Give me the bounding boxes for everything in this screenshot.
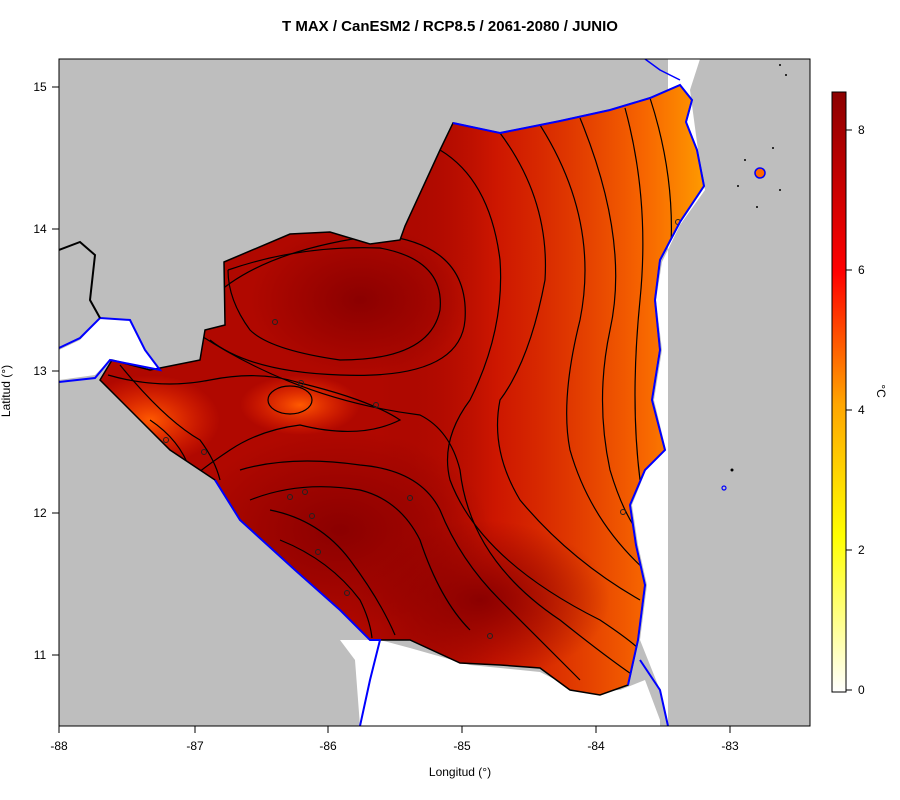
honduras-el-salvador-border [59, 240, 101, 319]
x-tick-label: -88 [50, 739, 68, 753]
x-tick-label: -85 [453, 739, 471, 753]
colorbar-ticks [846, 129, 852, 691]
y-tick-label: 14 [33, 222, 47, 236]
fonseca-coastline [59, 316, 163, 383]
y-tick-labels: 11 12 13 14 15 [33, 80, 47, 662]
corn-islands [721, 64, 787, 491]
x-tick-label: -86 [319, 739, 337, 753]
y-axis-label: Latitud (°) [0, 364, 13, 418]
map-title: T MAX / CanESM2 / RCP8.5 / 2061-2080 / J… [282, 18, 618, 35]
colorbar-tick-label: 0 [858, 683, 865, 697]
x-tick-labels: -88 -87 -86 -85 -84 -83 [50, 739, 739, 753]
colorbar-tick-label: 6 [858, 263, 865, 277]
honduras-coast [644, 59, 681, 81]
pacific-ocean-south [340, 640, 660, 726]
colorbar [831, 91, 847, 693]
caribbean-sea [632, 59, 705, 726]
y-tick-label: 13 [33, 364, 47, 378]
x-tick-label: -87 [186, 739, 204, 753]
y-tick-label: 15 [33, 80, 47, 94]
costa-rica-coastline [639, 659, 669, 726]
caribbean-coastline [452, 83, 706, 686]
x-tick-label: -84 [587, 739, 605, 753]
plot-frame [58, 58, 811, 727]
x-tick-label: -83 [721, 739, 739, 753]
colorbar-tick-label: 8 [858, 123, 865, 137]
y-axis [52, 86, 59, 656]
colorbar-tick-label: 4 [858, 403, 865, 417]
station-markers [163, 219, 681, 639]
colorbar-label: °C [874, 384, 888, 398]
y-tick-label: 12 [33, 506, 47, 520]
map-layers [59, 59, 787, 726]
pacific-coastline [214, 479, 382, 726]
y-tick-label: 11 [34, 648, 47, 662]
colorbar-tick-labels: 0 2 4 6 8 [858, 123, 865, 697]
x-axis-label: Longitud (°) [428, 765, 492, 779]
x-axis [58, 726, 731, 733]
colorbar-tick-label: 2 [858, 543, 865, 557]
